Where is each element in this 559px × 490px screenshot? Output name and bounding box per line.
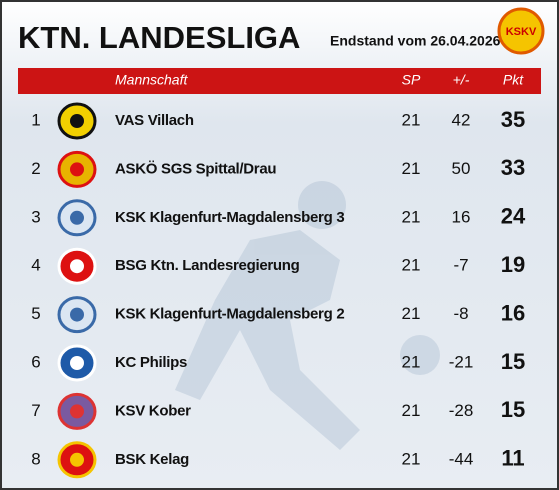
watermark <box>175 181 440 450</box>
rank: 3 <box>31 207 40 226</box>
games: 21 <box>402 256 421 275</box>
club-logo: KSKV <box>497 7 545 55</box>
goal-diff: -28 <box>449 401 474 420</box>
goal-diff: -44 <box>449 449 474 468</box>
rank: 6 <box>31 352 40 371</box>
games: 21 <box>402 449 421 468</box>
column-header: Mannschaft <box>115 72 188 88</box>
team-logo <box>57 344 97 382</box>
rows: 1 VAS Villach 21 42 352 ASKÖ SGS Spittal/Drau… <box>31 102 526 479</box>
logo-shape <box>70 259 84 274</box>
logo-shape <box>70 452 84 467</box>
goal-diff: 50 <box>452 159 471 178</box>
team-name: VAS Villach <box>115 112 194 129</box>
games: 21 <box>402 110 421 129</box>
goal-diff: 42 <box>452 110 471 129</box>
points: 24 <box>501 204 526 229</box>
column-header: +/- <box>453 72 470 88</box>
title: KTN. LANDESLIGA <box>18 20 300 55</box>
team-logo <box>57 247 97 285</box>
team-logo <box>57 150 97 188</box>
games: 21 <box>402 352 421 371</box>
team-name: BSG Ktn. Landesregierung <box>115 257 300 274</box>
logo-shape <box>70 404 84 419</box>
points: 15 <box>501 349 525 374</box>
logo-text: KSKV <box>506 26 537 38</box>
column-header: Pkt <box>503 72 524 88</box>
logo-shape <box>70 162 84 177</box>
points: 11 <box>501 446 524 471</box>
rank: 7 <box>31 401 40 420</box>
header-bar <box>18 68 541 94</box>
team-name: KSK Klagenfurt-Magdalensberg 3 <box>115 209 344 226</box>
points: 19 <box>501 252 525 277</box>
rank: 2 <box>31 159 40 178</box>
logo-shape <box>70 307 84 322</box>
games: 21 <box>402 401 421 420</box>
goal-diff: -7 <box>453 256 468 275</box>
games: 21 <box>402 304 421 323</box>
team-logo <box>57 296 97 334</box>
team-name: ASKÖ SGS Spittal/Drau <box>115 160 276 177</box>
goal-diff: -8 <box>453 304 468 323</box>
rank: 8 <box>31 449 40 468</box>
team-logo <box>57 392 97 430</box>
points: 35 <box>501 107 525 132</box>
subtitle: Endstand vom 26.04.2026 <box>330 33 501 49</box>
goal-diff: -21 <box>449 352 474 371</box>
games: 21 <box>402 159 421 178</box>
team-logo <box>57 102 97 140</box>
points: 33 <box>501 155 525 180</box>
team-name: KC Philips <box>115 354 187 371</box>
team-name: KSK Klagenfurt-Magdalensberg 2 <box>115 306 344 323</box>
rank: 1 <box>31 110 40 129</box>
points: 15 <box>501 397 525 422</box>
rank: 4 <box>31 256 40 275</box>
team-name: KSV Kober <box>115 402 191 419</box>
team-logo <box>57 199 97 237</box>
team-logo <box>57 441 97 479</box>
logo-shape <box>70 114 84 128</box>
points: 16 <box>501 300 525 325</box>
games: 21 <box>402 207 421 226</box>
logo-shape <box>70 210 84 225</box>
rank: 5 <box>31 304 40 323</box>
team-name: BSK Kelag <box>115 451 189 468</box>
logo-shape <box>70 356 84 370</box>
column-header: SP <box>402 72 421 88</box>
goal-diff: 16 <box>452 207 471 226</box>
